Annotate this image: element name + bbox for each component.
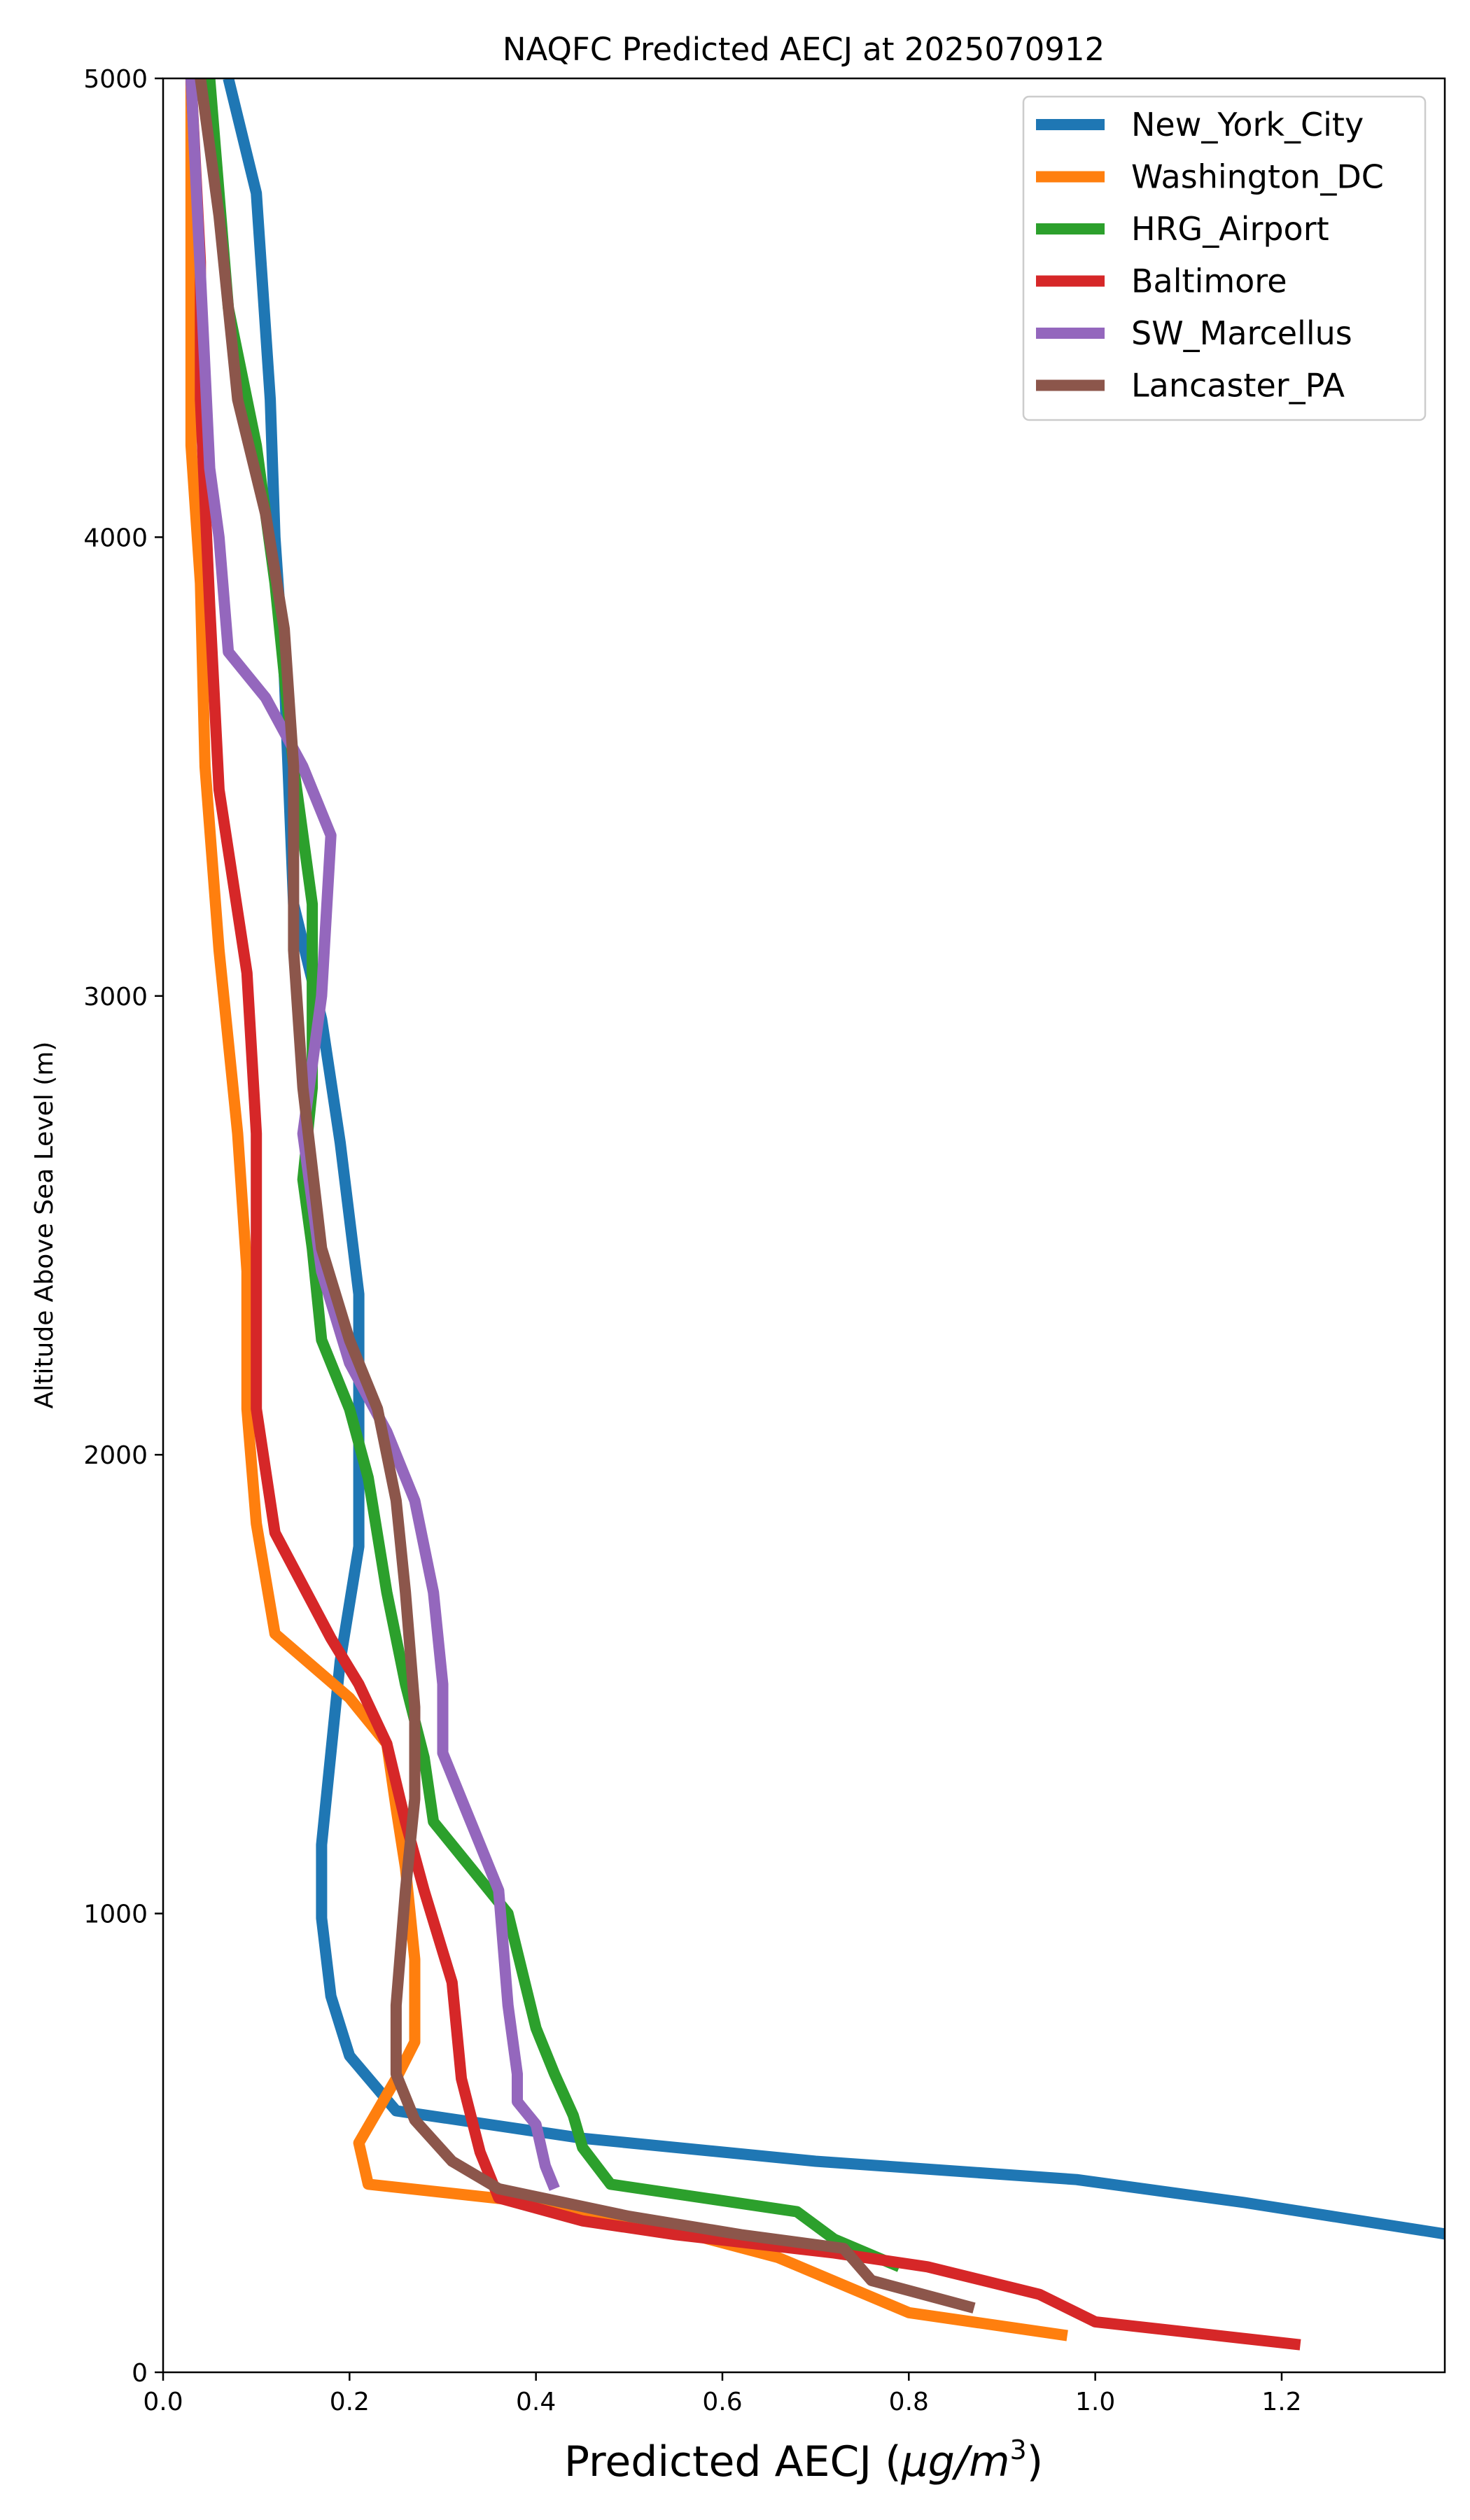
y-axis-label: Altitude Above Sea Level (m) (30, 1042, 59, 1409)
y-tick-label: 4000 (83, 524, 148, 552)
series-line-lancaster-pa (195, 78, 976, 2314)
x-tick-label: 0.4 (516, 2388, 556, 2416)
y-tick-label: 0 (132, 2359, 148, 2388)
y-tick-label: 2000 (83, 1441, 148, 1470)
series-line-baltimore (185, 78, 1301, 2351)
x-axis-label-close: ) (1027, 2437, 1043, 2486)
legend-label-sw-marcellus: SW_Marcellus (1131, 314, 1352, 352)
legend-label-baltimore: Baltimore (1131, 262, 1287, 300)
y-tick-label: 3000 (83, 983, 148, 1011)
x-tick-label: 1.2 (1261, 2388, 1301, 2416)
x-axis-label-unit: µg/m (901, 2437, 1010, 2486)
x-tick-label: 0.2 (330, 2388, 370, 2416)
x-axis-label-text: Predicted AECJ ( (564, 2437, 902, 2486)
legend-label-washington-dc: Washington_DC (1131, 158, 1384, 196)
y-tick-label: 1000 (83, 1900, 148, 1929)
legend: New_York_City Washington_DC HRG_Airport Bal… (1022, 95, 1427, 421)
x-tick-label: 0.0 (143, 2388, 183, 2416)
y-axis: 0 1000 2000 3000 4000 5000 (83, 65, 163, 2388)
legend-items: New_York_City Washington_DC HRG_Airport Bal… (1036, 106, 1384, 405)
x-tick-label: 0.6 (702, 2388, 742, 2416)
x-axis-label: Predicted AECJ (µg/m3) (564, 2435, 1043, 2486)
legend-label-hrg-airport: HRG_Airport (1131, 210, 1329, 248)
x-tick-label: 1.0 (1075, 2388, 1115, 2416)
y-tick-label: 5000 (83, 65, 148, 94)
legend-label-lancaster-pa: Lancaster_PA (1131, 367, 1345, 405)
x-axis-label-superscript: 3 (1010, 2435, 1027, 2465)
plot-frame (162, 77, 1446, 2374)
x-tick-label: 0.8 (889, 2388, 929, 2416)
legend-box (1022, 95, 1427, 421)
chart-title: NAQFC Predicted AECJ at 2025070912 (503, 31, 1105, 68)
series-line-sw-marcellus (185, 78, 560, 2191)
legend-label-new-york-city: New_York_City (1131, 106, 1364, 144)
x-axis: 0.0 0.2 0.4 0.6 0.8 1.0 1.2 (143, 2372, 1302, 2416)
series-layer (185, 78, 1445, 2351)
